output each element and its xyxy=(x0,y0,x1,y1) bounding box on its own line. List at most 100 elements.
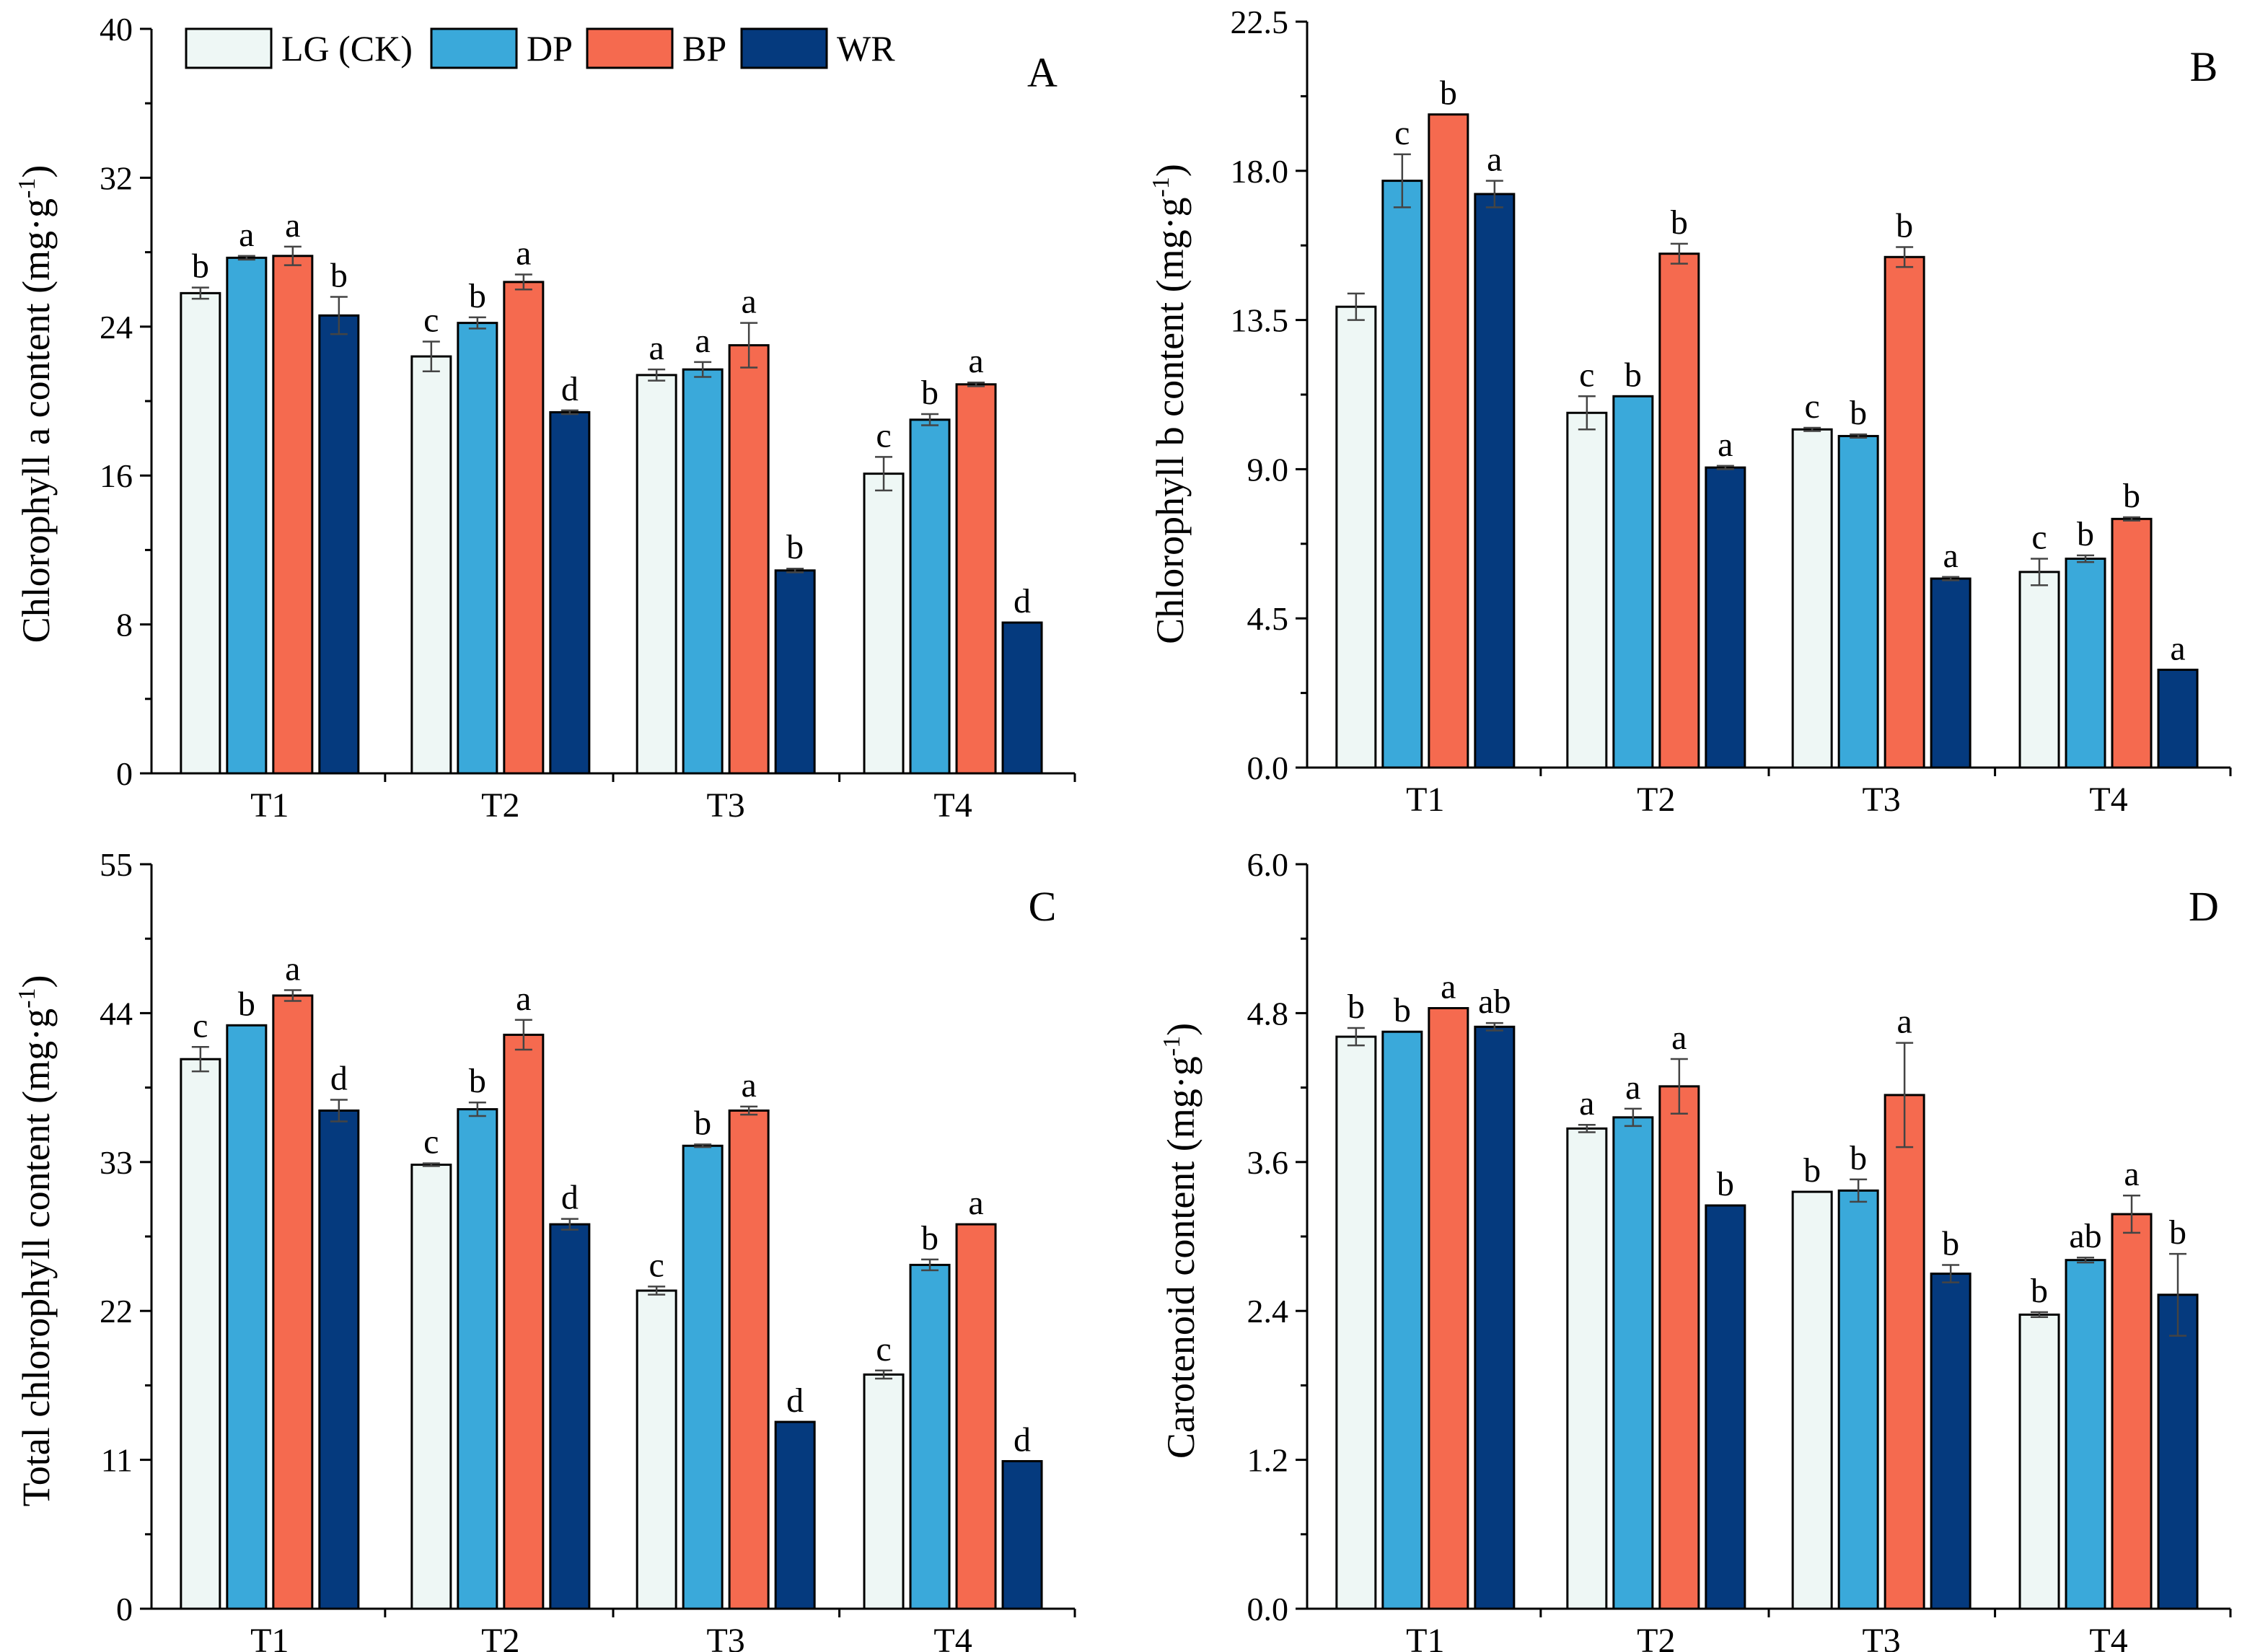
y-tick-label: 40 xyxy=(100,11,133,48)
panel-b-y-label-exponent: -1 xyxy=(1148,177,1174,197)
significance-letter: a xyxy=(742,1066,757,1104)
significance-letter: a xyxy=(1441,968,1456,1006)
bar-b-t1-wr xyxy=(1474,193,1516,769)
panel-a-chlorophyll-a: A Chlorophyll a content (mg·g-1) bcacaba… xyxy=(14,11,1076,825)
bar-b-t2-bp xyxy=(1658,252,1700,769)
bar-a-t1-bp xyxy=(272,255,314,775)
bar-d-t1-lgck xyxy=(1335,1035,1377,1610)
y-tick-label: 4.8 xyxy=(1247,995,1289,1032)
y-tick-label: 8 xyxy=(116,607,133,643)
x-tick-label-t2: T2 xyxy=(1637,1622,1675,1652)
bar-a-t2-dp xyxy=(457,322,498,775)
panel-c-y-label-close: ) xyxy=(14,975,58,988)
legend-label-bp: BP xyxy=(682,28,726,69)
bar-a-t1-dp xyxy=(226,256,268,775)
x-tick-label-t1: T1 xyxy=(250,786,289,825)
x-tick-label-t3: T3 xyxy=(706,1622,744,1652)
significance-letter: c xyxy=(2031,518,2047,556)
significance-letter: a xyxy=(1897,1003,1912,1041)
x-tick-label-t2: T2 xyxy=(481,1622,519,1652)
bar-b-t4-bp xyxy=(2111,517,2153,769)
bar-a-t3-bp xyxy=(728,344,770,775)
bar-b-t3-lgck xyxy=(1791,428,1833,769)
significance-letter: b xyxy=(2169,1213,2186,1252)
significance-letter: d xyxy=(561,370,579,408)
significance-letter: a xyxy=(968,342,983,380)
y-tick-label: 18.0 xyxy=(1231,153,1289,190)
bar-d-t2-dp xyxy=(1612,1116,1654,1610)
significance-letter: b xyxy=(1394,991,1411,1029)
y-tick-label: 0 xyxy=(116,755,133,792)
significance-letter: d xyxy=(1014,582,1031,620)
significance-letter: b xyxy=(1942,1225,1959,1263)
significance-letter: c xyxy=(876,1330,891,1368)
x-tick-label-t3: T3 xyxy=(1862,781,1900,819)
significance-letter: ab xyxy=(1478,983,1511,1021)
significance-letter: b xyxy=(1348,988,1365,1026)
panel-letter-c: C xyxy=(1029,883,1057,930)
bar-d-t1-wr xyxy=(1474,1025,1516,1610)
legend-label-wr: WR xyxy=(837,28,895,69)
bar-c-t1-dp xyxy=(226,1024,268,1610)
bar-c-t4-wr xyxy=(1001,1459,1043,1610)
bar-b-t3-wr xyxy=(1930,577,1971,769)
significance-letter: b xyxy=(1717,1165,1734,1203)
bar-d-t4-wr xyxy=(2157,1293,2199,1610)
significance-letter: d xyxy=(1014,1420,1031,1459)
y-tick-label: 0.0 xyxy=(1247,750,1289,786)
legend-swatch-bp xyxy=(586,27,674,69)
bar-a-t4-lgck xyxy=(863,473,905,775)
significance-letter: a xyxy=(649,329,664,367)
panel-letter-a: A xyxy=(1027,49,1058,96)
panel-b-chlorophyll-b: B Chlorophyll b content (mg·g-1) ccccbbb… xyxy=(1148,4,2232,819)
y-tick-label: 11 xyxy=(101,1442,133,1479)
bar-c-t1-wr xyxy=(318,1109,360,1610)
bar-c-t2-bp xyxy=(503,1033,545,1610)
significance-letter: a xyxy=(1625,1068,1640,1107)
significance-letter: b xyxy=(1803,1151,1821,1190)
panel-c-total-chlorophyll: C Total chlorophyll content (mg·g-1) c c c… xyxy=(14,846,1076,1652)
significance-letter: c xyxy=(1805,387,1820,426)
significance-letter: b xyxy=(1440,74,1457,113)
bar-d-t3-dp xyxy=(1837,1189,1879,1610)
significance-letter: a xyxy=(1718,426,1733,464)
bar-c-t1-lgck xyxy=(180,1058,221,1610)
bar-a-t4-dp xyxy=(909,418,951,775)
legend-swatch-dp xyxy=(430,27,518,69)
significance-letter: b xyxy=(1850,1139,1867,1177)
panel-b-y-label-main: Chlorophyll b content (mg·g xyxy=(1148,197,1192,643)
significance-letter: a xyxy=(285,950,300,988)
bar-c-t4-dp xyxy=(909,1263,951,1610)
x-tick-label-t4: T4 xyxy=(933,1622,972,1652)
bar-a-t2-bp xyxy=(503,281,545,775)
significance-letter: a xyxy=(239,216,254,254)
bar-c-t3-wr xyxy=(774,1420,816,1610)
panel-d-y-axis-label: Carotenoid content (mg·g-1) xyxy=(1159,1023,1203,1459)
significance-letter: b xyxy=(1850,394,1867,432)
significance-letter: d xyxy=(330,1059,348,1097)
x-tick-label-t3: T3 xyxy=(1862,1622,1900,1652)
y-tick-label: 33 xyxy=(100,1144,133,1181)
y-tick-label: 32 xyxy=(100,159,133,196)
significance-letter: b xyxy=(921,374,938,412)
significance-letter: a xyxy=(1943,537,1959,575)
bar-a-t4-wr xyxy=(1001,621,1043,775)
bar-c-t4-bp xyxy=(955,1223,997,1610)
significance-letter: b xyxy=(2031,1272,2048,1310)
y-tick-label: 0.0 xyxy=(1247,1591,1289,1627)
significance-letter: ab xyxy=(2069,1217,2101,1255)
significance-letter: a xyxy=(285,206,300,245)
bar-d-t3-bp xyxy=(1883,1094,1925,1610)
x-tick-label-t1: T1 xyxy=(1406,1622,1444,1652)
significance-letter: b xyxy=(238,985,255,1023)
x-tick-label-t4: T4 xyxy=(2089,781,2127,819)
legend-item-bp: BP xyxy=(586,27,726,69)
bar-c-t3-lgck xyxy=(636,1289,677,1610)
y-tick-label: 22 xyxy=(100,1293,133,1330)
significance-letter: b xyxy=(921,1219,938,1257)
bar-a-t3-lgck xyxy=(636,374,677,775)
panel-d-y-label-main: Carotenoid content (mg·g xyxy=(1159,1056,1203,1459)
bar-b-t2-dp xyxy=(1612,395,1654,769)
significance-letter: d xyxy=(786,1381,804,1420)
y-tick-label: 22.5 xyxy=(1231,4,1289,40)
